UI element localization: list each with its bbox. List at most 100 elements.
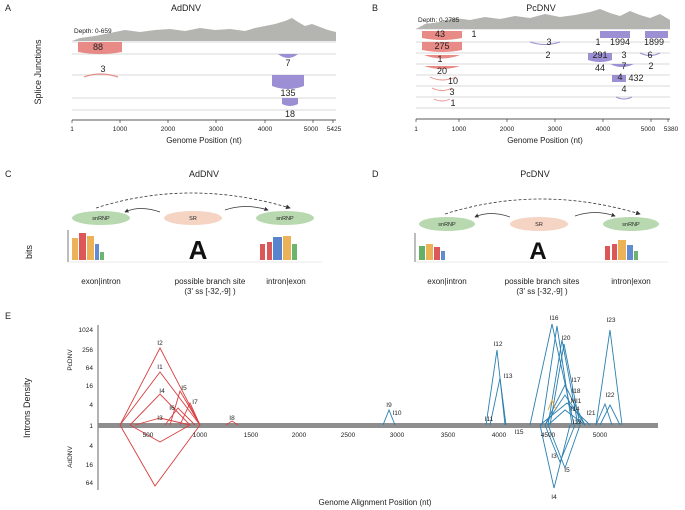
intron-orange [547,398,557,411]
panel-a-ylabel: Splice Junctions [33,39,43,105]
panel-a-xtick: 5425 [327,126,342,133]
panel-e-x-axis: 500 1000 1500 2000 2500 3000 3500 4000 4… [143,432,608,507]
intron-red [119,347,201,426]
panel-b-title: PcDNV [526,3,556,13]
panel-b-count: 3 [449,87,454,97]
panel-b-junction [424,66,460,69]
sr-protein [164,211,222,225]
panel-b-depth: Depth: 0-2785 [418,17,460,24]
exon-intron-label: exon|intron [81,277,120,286]
intron-red [129,393,191,426]
panel-b-junction [433,98,451,102]
panel-b-xlabel: Genome Position (nt) [507,136,583,145]
snrnp-left [419,217,475,231]
panel-b-xtick: 4000 [596,126,611,133]
panel-a-xtick: 3000 [209,126,224,133]
panel-e-xlabel: Genome Alignment Position (nt) [319,498,432,507]
panel-b-junction [588,53,612,62]
panel-b-count: 20 [437,66,447,76]
panel-b-junction [645,31,668,38]
panel-a-coverage [72,18,336,41]
panel-b-count: 43 [435,29,445,39]
panel-b-xtick: 3000 [548,126,563,133]
ytick-top: 1 [89,423,93,430]
intron-blue [485,349,506,426]
panel-b-track-area: Depth: 0-2785 43 1 275 3 1 1994 1899 1 2… [416,9,670,109]
intron-blue [489,377,507,426]
ytick-bottom: 64 [86,480,94,487]
branch-site-range: (3' ss [-32,-9] ) [184,287,236,296]
xtick: 4000 [492,432,507,439]
intron-blue [539,402,591,426]
intron-label: I8 [229,415,235,422]
intron-label: I9 [386,402,392,409]
panel-b-count: 1 [437,54,442,64]
panel-b-count: 2 [648,61,653,71]
panel-b-junction [612,75,626,82]
panel-a-xtick: 1000 [113,126,128,133]
panel-a-count: 18 [285,109,295,119]
intron-label: I22 [605,392,614,399]
ytick-bottom: 16 [86,462,94,469]
addnv-axis-label: AdDNV [67,446,74,468]
panel-b-count: 1 [595,37,600,47]
ytick-top: 256 [82,347,93,354]
intron-label: I3 [157,415,163,422]
branch-site-label: possible branch sites [505,277,580,286]
panel-b-count: 44 [595,63,605,73]
panel-b-count: 1899 [644,37,664,47]
panel-d-title: PcDNV [520,169,550,179]
panel-a-xtick: 4000 [258,126,273,133]
interaction-arrow [574,212,616,217]
panel-b-xtick: 1000 [452,126,467,133]
dashed-interaction-arrow [444,198,641,216]
panel-b-junction [610,64,634,67]
intron-label: I7 [192,399,198,406]
panel-b-count: 1994 [610,37,630,47]
xtick: 500 [143,432,154,439]
panel-b-xtick: 5000 [641,126,656,133]
interaction-arrow [474,213,511,218]
xtick: 4500 [541,432,556,439]
ytick-top: 4 [89,402,93,409]
xtick: 2500 [341,432,356,439]
intron-blue [595,402,613,426]
intron-label: I6 [169,405,175,412]
panel-a-junction [78,42,122,54]
intron-red [225,420,239,426]
ytick-top: 64 [86,365,94,372]
panel-a-depth: Depth: 0-659 [74,28,112,35]
intron-blue [549,343,581,426]
panel-a-xtick: 2000 [161,126,176,133]
genome-alignment-bar [98,423,658,428]
panel-e-letter: E [5,311,11,321]
ytick-top: 16 [86,383,94,390]
ytick-top: 1024 [79,327,94,334]
panel-a-count: 7 [285,58,290,68]
snrnp-right-label: snRNP [276,216,294,222]
sr-label: SR [535,222,543,228]
intron-blue [547,409,586,426]
panel-b-junction [422,42,462,52]
intron-label: I17 [571,377,580,384]
intron-red [119,424,201,487]
branch-site-logo-letter: A [529,238,546,265]
intron-blue [595,329,623,426]
panel-a-junction [278,54,298,58]
panel-b-x-axis: 1 1000 2000 3000 4000 5000 5380 Genome P… [414,118,679,145]
exon-intron-label: exon|intron [427,277,466,286]
panel-b-count: 1 [471,29,476,39]
red-intron-paths [119,347,239,487]
snrnp-right [603,217,659,231]
intron-label: I10 [392,410,401,417]
intron-blue [547,339,579,426]
xtick: 1500 [244,432,259,439]
panel-a-x-axis: 1 1000 2000 3000 4000 5000 5425 Genome P… [70,119,342,145]
panel-b-count: 3 [621,50,626,60]
panel-b-count: 2 [545,50,550,60]
snrnp-right [256,211,314,225]
ytick-bottom: 4 [89,443,93,450]
panel-b-xtick: 5380 [664,126,679,133]
intron-blue [541,325,573,426]
